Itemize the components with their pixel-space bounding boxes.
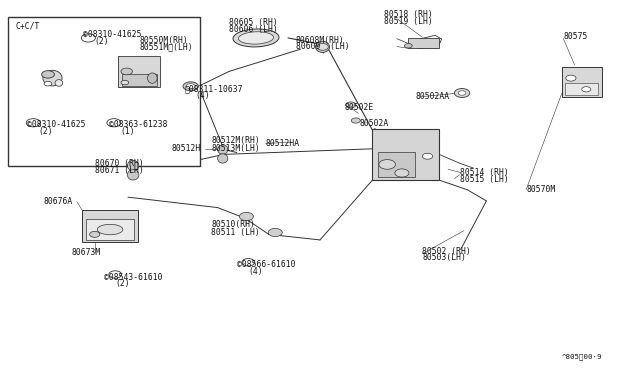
Text: 80515 (LH): 80515 (LH): [460, 175, 508, 184]
Text: 80551M　(LH): 80551M (LH): [140, 42, 193, 51]
Text: 80609  (LH): 80609 (LH): [296, 42, 349, 51]
Circle shape: [458, 91, 466, 95]
Ellipse shape: [127, 160, 139, 171]
Bar: [372, 129, 439, 180]
Bar: [565, 83, 598, 95]
Circle shape: [26, 119, 40, 127]
Circle shape: [183, 82, 198, 91]
Bar: [86, 219, 134, 240]
Circle shape: [454, 89, 470, 97]
Bar: [82, 210, 138, 242]
Text: (2): (2): [115, 279, 130, 288]
Ellipse shape: [121, 80, 129, 85]
Text: 80513M(LH): 80513M(LH): [211, 144, 260, 153]
Circle shape: [242, 259, 255, 266]
Text: 80518 (RH): 80518 (RH): [384, 10, 433, 19]
Text: 80512H: 80512H: [172, 144, 201, 153]
Text: 80502 (RH): 80502 (RH): [422, 247, 471, 256]
Circle shape: [422, 153, 433, 159]
Circle shape: [186, 84, 195, 89]
Circle shape: [566, 75, 576, 81]
Ellipse shape: [218, 145, 228, 154]
Circle shape: [42, 71, 54, 78]
Text: ©08543-61610: ©08543-61610: [104, 273, 162, 282]
Bar: [8, 17, 200, 166]
Text: 80673M: 80673M: [72, 248, 101, 257]
Text: 80503(LH): 80503(LH): [422, 253, 467, 262]
Ellipse shape: [233, 29, 279, 47]
Ellipse shape: [97, 224, 123, 235]
Text: 80671 (LH): 80671 (LH): [95, 166, 143, 175]
Circle shape: [346, 102, 356, 108]
Ellipse shape: [121, 68, 132, 75]
Bar: [122, 74, 157, 86]
Circle shape: [44, 81, 52, 86]
Text: 80502AA: 80502AA: [416, 92, 450, 101]
Circle shape: [379, 160, 396, 169]
Circle shape: [107, 119, 121, 127]
Text: ©08310-41625: ©08310-41625: [27, 121, 85, 129]
Circle shape: [90, 231, 100, 237]
Text: 80606 (LH): 80606 (LH): [229, 25, 278, 33]
Text: 80570M: 80570M: [526, 185, 556, 194]
Text: ^805　00·9: ^805 00·9: [562, 354, 602, 360]
Bar: [408, 38, 439, 48]
Text: (2): (2): [95, 37, 109, 46]
Ellipse shape: [218, 154, 228, 163]
Circle shape: [317, 44, 328, 50]
Text: 80575: 80575: [563, 32, 588, 41]
Bar: [562, 67, 602, 97]
Ellipse shape: [239, 32, 273, 44]
Text: 80550M(RH): 80550M(RH): [140, 36, 188, 45]
Text: (4): (4): [248, 267, 263, 276]
Text: 80670 (RH): 80670 (RH): [95, 159, 143, 168]
Ellipse shape: [147, 73, 157, 83]
Text: 80502A: 80502A: [360, 119, 389, 128]
Text: C+C/T: C+C/T: [15, 21, 40, 30]
Text: 80502E: 80502E: [344, 103, 374, 112]
Text: ©08310-41625: ©08310-41625: [83, 30, 141, 39]
Text: 80514 (RH): 80514 (RH): [460, 168, 508, 177]
Text: 80676A: 80676A: [44, 197, 73, 206]
Circle shape: [109, 271, 122, 278]
Text: ©08363-61238: ©08363-61238: [109, 121, 167, 129]
Text: 80510(RH): 80510(RH): [211, 220, 255, 229]
Circle shape: [239, 212, 253, 221]
Text: (4): (4): [196, 92, 211, 100]
Ellipse shape: [404, 44, 412, 48]
Text: Ⓞ08311-10637: Ⓞ08311-10637: [184, 85, 243, 94]
Circle shape: [351, 118, 360, 123]
Ellipse shape: [127, 170, 139, 180]
Text: (2): (2): [38, 127, 53, 136]
Text: ©08566-61610: ©08566-61610: [237, 260, 295, 269]
Bar: [118, 56, 160, 87]
Text: 80511 (LH): 80511 (LH): [211, 228, 260, 237]
Text: 80608M(RH): 80608M(RH): [296, 36, 344, 45]
Circle shape: [395, 169, 409, 177]
Circle shape: [268, 228, 282, 237]
Text: (1): (1): [120, 127, 135, 136]
Text: 80512M(RH): 80512M(RH): [211, 136, 260, 145]
Circle shape: [582, 87, 591, 92]
Text: 80519 (LH): 80519 (LH): [384, 17, 433, 26]
Ellipse shape: [55, 80, 63, 86]
Text: 80512HA: 80512HA: [266, 139, 300, 148]
Bar: [378, 152, 415, 177]
Circle shape: [81, 34, 95, 42]
Ellipse shape: [43, 70, 62, 86]
Text: 80605 (RH): 80605 (RH): [229, 18, 278, 27]
Ellipse shape: [316, 41, 330, 52]
